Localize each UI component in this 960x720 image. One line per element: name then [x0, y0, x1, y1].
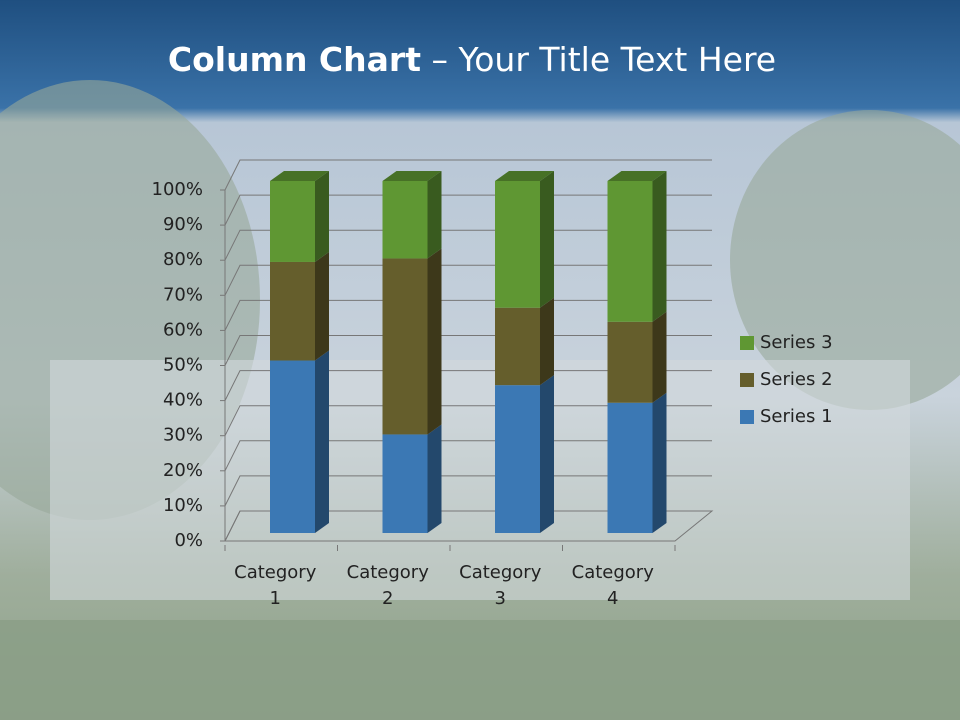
grid-line	[224, 264, 712, 296]
legend-label: Series 3	[760, 332, 833, 353]
x-tick-label: Category 3	[459, 562, 542, 609]
bar	[495, 385, 540, 533]
tree	[730, 110, 960, 410]
y-tick-label: 10%	[163, 495, 203, 516]
bar-side	[652, 392, 667, 533]
x-tick-label: Category 4	[571, 562, 654, 609]
x-tick-label: Category 2	[346, 562, 429, 609]
grid-line	[224, 510, 712, 542]
bar-side	[427, 171, 442, 259]
y-tick-label: 100%	[152, 179, 203, 200]
grid-line	[224, 335, 712, 366]
y-tick-label: 50%	[163, 355, 203, 376]
y-tick-label: 90%	[163, 214, 203, 235]
grid-line	[224, 405, 712, 436]
x-tick-label: Category 1	[234, 562, 317, 609]
bar	[382, 434, 428, 533]
bar	[270, 261, 315, 361]
title-rest: – Your Title Text Here	[431, 40, 777, 79]
bar-top	[382, 171, 442, 181]
bar	[382, 181, 428, 259]
bar	[270, 360, 315, 533]
bar	[382, 258, 428, 435]
grid-line	[224, 299, 712, 331]
bar-side	[427, 424, 442, 533]
y-tick-label: 70%	[163, 284, 203, 305]
legend-label: Series 2	[760, 369, 833, 390]
y-tick-label: 30%	[163, 425, 203, 446]
bar	[495, 307, 540, 386]
bar-top	[495, 171, 554, 181]
legend-swatch	[740, 373, 754, 387]
bar-side	[652, 171, 667, 322]
legend-swatch	[740, 336, 754, 350]
grid-line	[224, 159, 712, 191]
bar	[607, 402, 653, 533]
bar-side	[540, 171, 554, 308]
legend-label: Series 1	[760, 406, 833, 427]
y-tick-label: 80%	[163, 249, 203, 270]
title: Column Chart – Your Title Text Here	[0, 40, 944, 79]
bar-side	[427, 248, 442, 435]
bar-side	[652, 311, 667, 403]
bar-side	[315, 350, 329, 533]
building	[50, 360, 910, 600]
title-bold: Column Chart	[167, 40, 421, 79]
bar	[495, 181, 540, 308]
y-tick-label: 0%	[174, 530, 203, 551]
bar-top	[270, 171, 329, 181]
lawn	[0, 620, 960, 720]
bar-side	[315, 171, 329, 262]
y-tick-label: 60%	[163, 319, 203, 340]
legend-swatch	[740, 410, 754, 424]
grid-line	[224, 440, 712, 472]
grid-line	[224, 475, 712, 507]
bar-top	[607, 171, 667, 181]
grid-line	[224, 194, 712, 226]
bar-side	[540, 375, 554, 533]
y-tick-label: 20%	[163, 460, 203, 481]
y-tick-label: 40%	[163, 390, 203, 411]
bar	[607, 321, 653, 403]
bar	[270, 181, 315, 262]
bar	[607, 181, 653, 322]
grid-line	[224, 229, 712, 261]
bar-side	[315, 251, 329, 361]
grid-line	[224, 370, 712, 401]
bar-side	[540, 297, 554, 386]
